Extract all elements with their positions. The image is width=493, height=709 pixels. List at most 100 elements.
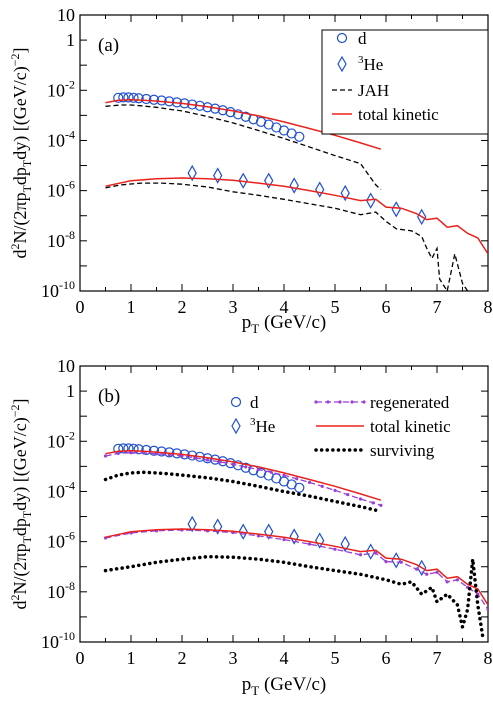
y-label-part: N/(2πp [10,192,31,243]
y-tick-base: 10 [47,481,65,501]
y-label-part: dy) [(GeV/c) [10,66,31,159]
series-point-regenerated [307,480,312,484]
y-axis-label: d2N/(2πpTdpTdy) [(GeV/c)−2] [8,398,34,609]
data-point--he [264,172,274,189]
x-tick-label: 7 [433,648,442,668]
data-point-d [123,92,134,103]
y-label-part: d [10,250,30,259]
series-point-regenerated-he- [374,551,378,555]
legend-label-sup: 3 [250,416,256,428]
x-axis-label-sub: T [251,321,259,336]
series-line-total-kinetic [105,449,382,501]
data-point--he [391,201,401,218]
x-axis-label: pT (GeV/c) [242,312,326,336]
legend-item: total kinetic [316,417,451,436]
data-point--he [340,535,350,553]
y-tick-exponent: -2 [65,77,75,91]
series-point-regenerated [333,488,337,493]
legend-label: JAH [358,81,389,100]
plot-area [105,92,488,291]
legend-marker-circle [230,396,242,408]
data-point-d [294,131,305,142]
y-label-part: dp [10,518,30,536]
x-tick-label: 6 [382,648,391,668]
series-point-regenerated [205,458,210,462]
legend-item: regenerated [314,393,450,412]
legend-label-base: He [256,417,276,436]
series-point-regenerated [218,460,222,464]
series-point-regenerated [282,473,286,477]
legend-line-point [350,400,354,404]
data-point-d [128,92,139,103]
legend-item: total kinetic [332,105,439,124]
data-point-d [133,444,144,455]
legend-label-base: He [364,55,384,74]
legend-label: d [250,393,259,412]
legend-box [321,29,489,135]
x-tick-label: 4 [280,297,289,317]
x-axis-label-sub: T [251,683,259,698]
y-label-sup: 2 [8,244,22,250]
y-tick-label: 10-8 [47,579,75,602]
series-point-regenerated [269,470,273,474]
series-point-regenerated-he- [455,578,459,582]
y-label-part: dp [10,167,30,185]
series-point-regenerated-he- [415,567,419,571]
y-tick-label: 10-10 [41,629,75,652]
data-point--he [289,177,299,194]
series-point-regenerated [103,454,108,458]
y-label-sub: T [20,510,34,518]
series-point-regenerated-he- [256,534,261,538]
y-tick-exponent: -10 [59,629,75,643]
x-axis-label-main: p [242,312,252,333]
legend-line-point [362,400,366,404]
data-point--he [340,184,350,202]
y-label-part: dy) [(GeV/c) [10,417,31,510]
legend-label: total kinetic [358,105,439,124]
y-tick-base: 10 [47,532,65,552]
data-point--he [264,523,274,540]
legend-item: 3He [231,416,276,436]
y-tick-base: 10 [47,80,65,100]
data-point--he [391,552,401,569]
series-line-regenerated [105,452,382,506]
x-tick-label: 4 [280,648,289,668]
series-point-regenerated-he- [384,560,388,564]
x-tick-label: 8 [484,648,493,668]
series-line-jah-he- [105,182,469,291]
y-tick-label: 10-2 [47,428,75,451]
series-point-regenerated [379,503,383,507]
y-label-part: ] [10,398,30,404]
legend-line-point [314,400,318,404]
data-point-d [118,92,129,103]
y-label-sup: 2 [8,595,22,601]
series-point-regenerated-he- [435,570,439,574]
y-tick-exponent: -10 [59,278,75,292]
plot-area [103,443,488,640]
data-point--he [187,515,197,533]
series-point-regenerated [244,465,248,469]
series-point-regenerated-he- [333,547,337,551]
data-point-d [148,94,160,105]
y-label-part: ] [10,47,30,53]
y-tick-label: 1 [66,30,75,50]
series-point-regenerated-he- [445,580,449,584]
y-tick-exponent: -4 [65,127,75,141]
data-point--he [238,523,248,540]
y-tick-exponent: -2 [65,428,75,442]
y-tick-exponent: -4 [65,478,75,492]
data-point-d [113,92,124,103]
data-point-d [233,109,244,120]
y-tick-base: 1 [66,30,75,50]
series-point-regenerated [371,501,375,505]
series-point-regenerated [320,484,324,488]
series-point-regenerated-he- [486,607,488,611]
x-tick-label: 1 [127,297,136,317]
data-point--he [238,172,248,189]
series-point-regenerated [358,497,363,501]
x-tick-label: 3 [229,648,238,668]
series-line-regenerated-he- [105,529,488,610]
y-tick-base: 10 [47,231,65,251]
y-tick-base: 10 [47,431,65,451]
series-point-regenerated [256,467,261,472]
